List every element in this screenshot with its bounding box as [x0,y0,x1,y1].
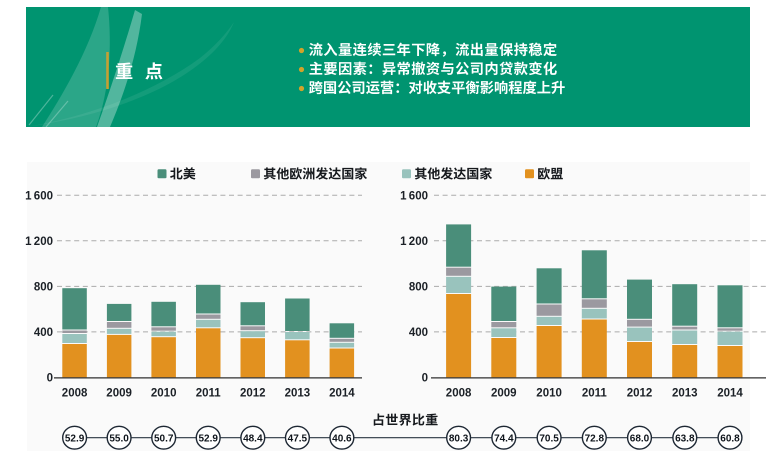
svg-text:2011: 2011 [196,387,222,399]
svg-text:74.4: 74.4 [494,433,514,444]
svg-text:47.5: 47.5 [288,433,308,444]
svg-text:2014: 2014 [717,387,743,399]
svg-text:2009: 2009 [491,387,517,399]
svg-text:40.6: 40.6 [332,433,352,444]
svg-text:2010: 2010 [151,387,177,399]
svg-text:52.9: 52.9 [65,433,85,444]
svg-text:70.5: 70.5 [539,433,559,444]
svg-text:2012: 2012 [627,387,653,399]
svg-text:50.7: 50.7 [154,433,174,444]
svg-text:2011: 2011 [582,387,608,399]
svg-text:2014: 2014 [329,387,355,399]
svg-text:55.0: 55.0 [109,433,129,444]
svg-text:48.4: 48.4 [243,433,263,444]
svg-text:63.8: 63.8 [675,433,695,444]
svg-text:1 200: 1 200 [400,236,428,248]
svg-text:800: 800 [409,282,428,294]
svg-text:72.8: 72.8 [585,433,605,444]
svg-text:400: 400 [409,327,428,339]
svg-text:1 200: 1 200 [25,236,53,248]
svg-text:68.0: 68.0 [630,433,650,444]
svg-text:2013: 2013 [672,387,698,399]
svg-text:2013: 2013 [285,387,311,399]
svg-text:400: 400 [34,327,53,339]
svg-text:60.8: 60.8 [720,433,740,444]
svg-text:2012: 2012 [240,387,266,399]
svg-text:1 600: 1 600 [25,190,53,202]
svg-text:2010: 2010 [536,387,562,399]
svg-text:800: 800 [34,282,53,294]
svg-text:52.9: 52.9 [198,433,218,444]
svg-text:2009: 2009 [106,387,132,399]
svg-text:80.3: 80.3 [449,433,469,444]
svg-text:0: 0 [422,373,428,385]
svg-text:0: 0 [47,373,53,385]
svg-text:2008: 2008 [62,387,88,399]
svg-text:2008: 2008 [446,387,472,399]
svg-text:1 600: 1 600 [400,190,428,202]
